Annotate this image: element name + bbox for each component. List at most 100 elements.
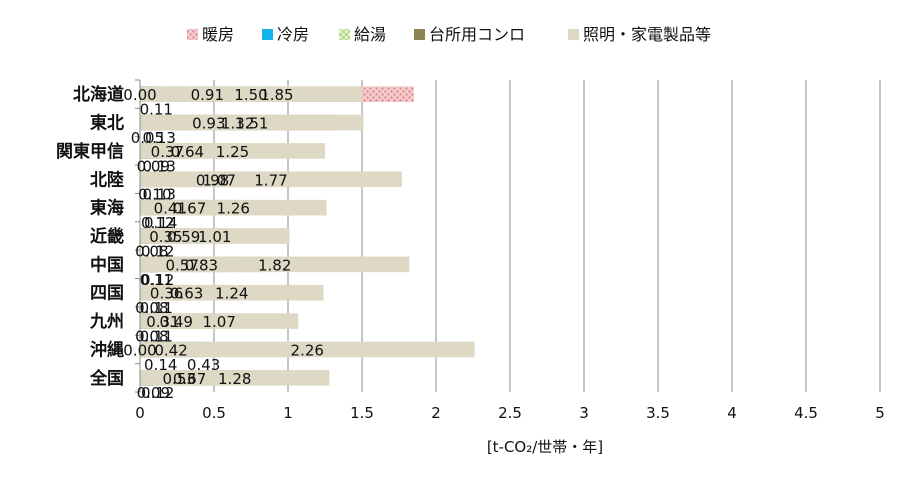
x-axis-label: [t-CO₂/世帯・年] (487, 438, 603, 456)
value-label-2-3: 0.13 (143, 157, 176, 175)
value-label-0-1: 0.00 (123, 86, 156, 104)
value-label-1-1: 0.05 (131, 129, 164, 147)
value-label-2-2: 0.64 (171, 143, 204, 161)
legend-swatch-4 (568, 29, 579, 40)
value-label-5-3: 0.12 (141, 242, 174, 260)
category-label-5: 近畿 (90, 226, 124, 247)
value-label-0-4: 1.50 (234, 86, 267, 104)
x-tick-label-4: 2 (431, 404, 441, 422)
value-label-9-0: 0.00 (123, 341, 156, 359)
x-tick-label-0: 0 (135, 404, 145, 422)
legend-swatch-3 (414, 29, 425, 40)
value-label-6-1: 0.11 (140, 271, 173, 289)
value-label-8-0: 0.31 (146, 313, 179, 331)
value-label-7-0: 0.36 (150, 285, 183, 303)
category-label-0: 北海道 (73, 84, 124, 105)
value-label-6-4: 1.82 (258, 256, 291, 274)
category-label-1: 東北 (90, 113, 124, 134)
value-label-7-4: 1.24 (215, 285, 248, 303)
category-label-10: 全国 (89, 368, 124, 389)
value-label-0-2: 0.91 (191, 86, 224, 104)
value-label-1-3: 0.13 (143, 129, 176, 147)
value-label-7-1: 0.08 (135, 299, 168, 317)
legend-swatch-2 (339, 29, 350, 40)
gridlines (213, 80, 881, 392)
value-label-9-3: 0.14 (144, 356, 177, 374)
value-label-5-4: 1.01 (198, 228, 231, 246)
value-label-3-0: 1.07 (202, 171, 235, 189)
legend-label-1: 冷房 (277, 25, 309, 44)
value-label-6-2: 0.83 (185, 256, 218, 274)
value-label-3-1: 0.10 (138, 186, 171, 204)
value-label-5-0: 0.35 (149, 228, 182, 246)
x-tick-label-6: 3 (579, 404, 589, 422)
value-label-2-1: 0.09 (137, 157, 170, 175)
value-label-8-2: 0.49 (160, 313, 193, 331)
value-label-3-2: 0.98 (196, 171, 229, 189)
value-label-4-3: 0.14 (144, 214, 177, 232)
category-label-9: 沖縄 (90, 339, 124, 360)
category-label-8: 九州 (89, 312, 124, 332)
value-label-10-2: 0.67 (173, 370, 206, 388)
value-label-2-0: 0.37 (151, 143, 184, 161)
legend-label-3: 台所用コンロ (429, 25, 525, 44)
x-tick-label-7: 3.5 (646, 404, 670, 422)
value-label-4-0: 0.41 (154, 200, 187, 218)
bar-0-4 (140, 86, 362, 102)
value-label-1-0: 1.32 (221, 115, 254, 133)
value-label-6-3: 0.12 (141, 271, 174, 289)
bars (140, 86, 475, 386)
category-label-2: 関東甲信 (56, 141, 124, 162)
value-label-10-3: 0.12 (141, 384, 174, 402)
legend: 暖房 冷房 給湯 台所用コンロ 照明・家電製品等 (187, 25, 711, 44)
value-label-9-2: 0.42 (154, 341, 187, 359)
value-label-3-4: 1.77 (254, 171, 287, 189)
legend-swatch-0 (187, 29, 198, 40)
category-label-7: 四国 (90, 284, 124, 304)
value-label-8-4: 1.07 (202, 313, 235, 331)
value-label-9-1: 0.43 (187, 356, 220, 374)
x-tick-label-8: 4 (727, 404, 737, 422)
bar-4-4 (140, 199, 327, 216)
value-label-10-4: 1.28 (218, 370, 251, 388)
value-label-8-3: 0.11 (140, 328, 173, 346)
x-tick-label-2: 1 (283, 404, 293, 422)
value-label-4-4: 1.26 (217, 200, 250, 218)
bar-8-4 (140, 313, 299, 329)
bar-3-4 (140, 171, 402, 188)
x-tick-label-10: 5 (875, 404, 885, 422)
value-label-10-0: 0.53 (163, 370, 196, 388)
value-label-8-1: 0.08 (135, 328, 168, 346)
value-label-1-2: 0.93 (192, 115, 225, 133)
x-tick-label-3: 1.5 (350, 404, 374, 422)
bar-6-4 (140, 256, 410, 273)
value-label-9-4: 2.26 (291, 341, 324, 359)
bar-5-4 (140, 228, 290, 244)
value-label-6-0: 0.57 (165, 256, 198, 274)
value-label-0-3: 0.11 (140, 101, 173, 119)
value-label-7-2: 0.63 (170, 285, 203, 303)
bar-2-4 (140, 143, 325, 159)
value-label-4-2: 0.67 (173, 200, 206, 218)
legend-label-2: 給湯 (354, 25, 386, 44)
value-label-0-0: 1.85 (260, 86, 293, 104)
value-label-3-3: 0.13 (143, 186, 176, 204)
category-label-3: 北陸 (90, 169, 124, 190)
value-label-1-4: 1.51 (235, 115, 268, 133)
value-labels: 1.85 0.00 0.91 0.11 1.50 1.32 0.05 0.93 0.13 1.51… (123, 86, 324, 402)
bar-7-4 (140, 284, 324, 301)
x-tick-label-9: 4.5 (794, 404, 818, 422)
value-label-5-1: 0.08 (135, 242, 168, 260)
bar-9-4 (140, 341, 475, 358)
value-label-4-1: 0.12 (141, 214, 174, 232)
category-label-4: 東海 (90, 198, 124, 219)
x-tick-label-5: 2.5 (498, 404, 522, 422)
category-label-6: 中国 (90, 254, 124, 275)
bar-1-4 (140, 114, 364, 131)
value-label-7-3: 0.11 (140, 299, 173, 317)
legend-label-4: 照明・家電製品等 (583, 25, 711, 44)
legend-swatch-1 (262, 29, 273, 40)
x-tick-label-1: 0.5 (202, 404, 226, 422)
legend-label-0: 暖房 (202, 25, 234, 44)
